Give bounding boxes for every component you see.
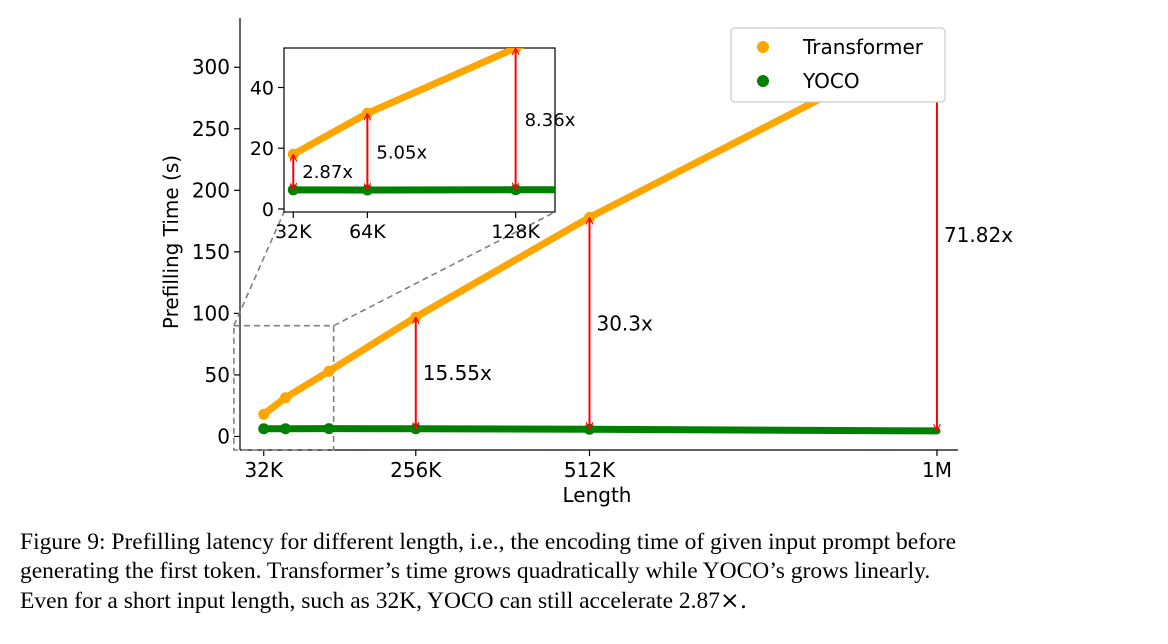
- x-tick-label: 1M: [922, 458, 952, 482]
- caption-line-1: Figure 9: Prefilling latency for differe…: [20, 529, 957, 555]
- legend-marker-transformer: [757, 41, 769, 53]
- zoom-connector-line: [333, 211, 556, 327]
- inset-zoom-plot: 2.87x 5.05x 8.36x 0 20 40 32K 64K 128K: [233, 47, 576, 327]
- inset-yoco-line: [289, 186, 555, 194]
- inset-speedup-label: 8.36x: [525, 110, 576, 131]
- legend-label-transformer: Transformer: [802, 35, 924, 59]
- inset-y-tick-label: 40: [250, 77, 274, 99]
- y-tick-label: 200: [192, 178, 230, 202]
- inset-frame: [283, 47, 556, 213]
- x-tick-label: 512K: [564, 458, 616, 482]
- main-plot-area: 15.55x 30.3x 71.82x: [233, 35, 1013, 451]
- speedup-label: 15.55x: [423, 361, 492, 385]
- yoco-point: [258, 423, 270, 435]
- caption-times-symbol: ×.: [720, 586, 748, 614]
- caption-line-3: Even for a short input length, such as 3…: [20, 586, 1155, 616]
- zoom-connector-line: [233, 211, 285, 327]
- inset-y-tick-label: 20: [250, 138, 274, 160]
- speedup-label: 71.82x: [944, 223, 1013, 247]
- x-tick-label: 32K: [244, 458, 283, 482]
- inset-transformer-line: [289, 48, 525, 158]
- y-tick-label: 0: [217, 424, 230, 448]
- speedup-label: 30.3x: [596, 311, 653, 335]
- inset-speedup-label: 2.87x: [302, 162, 353, 183]
- y-tick-label: 50: [205, 363, 230, 387]
- inset-x-tick-label: 64K: [349, 221, 386, 243]
- inset-speedup-label: 5.05x: [376, 143, 427, 164]
- caption-line-3-text: Even for a short input length, such as 3…: [20, 588, 721, 614]
- legend-marker-yoco: [757, 75, 769, 87]
- y-tick-label: 150: [192, 240, 230, 264]
- transformer-point: [279, 392, 291, 404]
- inset-y-tick-label: 0: [262, 199, 274, 221]
- x-tick-label: 256K: [390, 458, 442, 482]
- yoco-line: [260, 425, 941, 435]
- yoco-point: [323, 423, 335, 435]
- zoom-region-box: [233, 324, 335, 451]
- caption-line-2: generating the first token. Transformer’…: [20, 558, 931, 584]
- inset-x-tick-label: 128K: [491, 221, 540, 243]
- inset-x-tick-label: 32K: [275, 221, 312, 243]
- y-tick-label: 100: [192, 301, 230, 325]
- transformer-point: [323, 365, 335, 377]
- legend: Transformer YOCO: [730, 27, 946, 103]
- legend-box: [730, 27, 946, 103]
- y-tick-label: 250: [192, 117, 230, 141]
- figure-caption: Figure 9: Prefilling latency for differe…: [20, 528, 1155, 616]
- yoco-point: [279, 423, 291, 435]
- y-tick-label: 300: [192, 55, 230, 79]
- transformer-point: [258, 408, 270, 420]
- legend-label-yoco: YOCO: [802, 69, 860, 93]
- y-axis-title: Prefilling Time (s): [159, 155, 183, 329]
- x-axis-title: Length: [563, 483, 632, 507]
